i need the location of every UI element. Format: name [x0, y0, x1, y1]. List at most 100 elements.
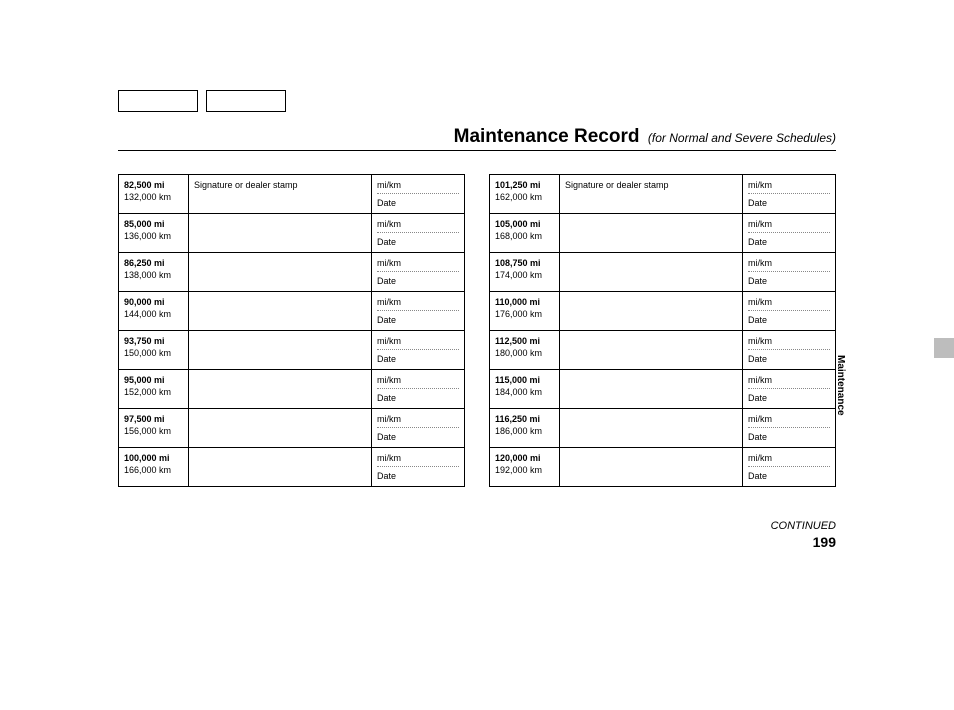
maintenance-table-left: 82,500 mi132,000 kmSignature or dealer s…	[118, 174, 465, 487]
dotted-line	[377, 232, 459, 233]
interval-cell: 90,000 mi144,000 km	[119, 292, 189, 330]
interval-cell: 105,000 mi168,000 km	[490, 214, 560, 252]
interval-cell: 93,750 mi150,000 km	[119, 331, 189, 369]
record-row: 108,750 mi174,000 kmmi/kmDate	[490, 253, 835, 292]
record-row: 110,000 mi176,000 kmmi/kmDate	[490, 292, 835, 331]
stamp-cell	[560, 214, 743, 252]
dotted-line	[377, 310, 459, 311]
dotted-line	[748, 232, 830, 233]
entry-cell: mi/km Date	[743, 214, 835, 252]
interval-km: 174,000 km	[495, 269, 554, 281]
interval-km: 150,000 km	[124, 347, 183, 359]
stamp-cell	[560, 253, 743, 291]
interval-cell: 108,750 mi174,000 km	[490, 253, 560, 291]
interval-km: 152,000 km	[124, 386, 183, 398]
continued-label: CONTINUED	[771, 520, 836, 532]
page-number: 199	[771, 534, 836, 550]
interval-km: 136,000 km	[124, 230, 183, 242]
record-row: 86,250 mi138,000 kmmi/kmDate	[119, 253, 464, 292]
stamp-cell	[560, 331, 743, 369]
date-label: Date	[377, 353, 459, 365]
record-row: 105,000 mi168,000 km mi/km Date	[490, 214, 835, 253]
mi-km-label: mi/km	[377, 374, 459, 386]
stamp-cell: Signature or dealer stamp	[189, 175, 372, 213]
interval-km: 144,000 km	[124, 308, 183, 320]
stamp-cell	[560, 292, 743, 330]
interval-miles: 93,750 mi	[124, 335, 183, 347]
record-row: 93,750 mi150,000 kmmi/kmDate	[119, 331, 464, 370]
entry-cell: mi/kmDate	[743, 409, 835, 447]
interval-km: 184,000 km	[495, 386, 554, 398]
interval-miles: 120,000 mi	[495, 452, 554, 464]
stamp-header-label: Signature or dealer stamp	[194, 179, 366, 191]
dotted-line	[748, 427, 830, 428]
entry-cell: mi/kmDate	[743, 175, 835, 213]
date-label: Date	[748, 275, 830, 287]
interval-miles: 112,500 mi	[495, 335, 554, 347]
entry-cell: mi/km Date	[743, 331, 835, 369]
stamp-cell	[189, 331, 372, 369]
date-label: Date	[748, 236, 830, 248]
record-row: 82,500 mi132,000 kmSignature or dealer s…	[119, 175, 464, 214]
interval-miles: 85,000 mi	[124, 218, 183, 230]
dotted-line	[748, 271, 830, 272]
mi-km-label: mi/km	[748, 179, 830, 191]
mi-km-label: mi/km	[377, 179, 459, 191]
date-label: Date	[377, 470, 459, 482]
heading-rule	[118, 150, 836, 151]
top-box-2	[206, 90, 286, 112]
interval-km: 168,000 km	[495, 230, 554, 242]
stamp-cell	[560, 448, 743, 486]
mi-km-label: mi/km	[748, 218, 830, 230]
record-row: 120,000 mi192,000 kmmi/kmDate	[490, 448, 835, 487]
stamp-cell: Signature or dealer stamp	[560, 175, 743, 213]
stamp-cell	[189, 409, 372, 447]
mi-km-label: mi/km	[377, 218, 459, 230]
mi-km-label: mi/km	[748, 335, 830, 347]
dotted-line	[748, 349, 830, 350]
record-row: 95,000 mi152,000 km mi/km Date	[119, 370, 464, 409]
interval-miles: 105,000 mi	[495, 218, 554, 230]
page-heading: Maintenance Record (for Normal and Sever…	[454, 126, 836, 148]
interval-cell: 120,000 mi192,000 km	[490, 448, 560, 486]
entry-cell: mi/kmDate	[372, 292, 464, 330]
stamp-cell	[560, 409, 743, 447]
record-row: 85,000 mi136,000 kmmi/kmDate	[119, 214, 464, 253]
interval-cell: 116,250 mi186,000 km	[490, 409, 560, 447]
dotted-line	[748, 310, 830, 311]
entry-cell: mi/km Date	[372, 253, 464, 291]
date-label: Date	[748, 353, 830, 365]
record-row: 100,000 mi166,000 kmmi/kmDate	[119, 448, 464, 487]
date-label: Date	[377, 392, 459, 404]
dotted-line	[377, 193, 459, 194]
stamp-header-label: Signature or dealer stamp	[565, 179, 737, 191]
stamp-cell	[189, 448, 372, 486]
maintenance-table-right: 101,250 mi162,000 km Signature or dealer …	[489, 174, 836, 487]
mi-km-label: mi/km	[748, 452, 830, 464]
interval-miles: 108,750 mi	[495, 257, 554, 269]
interval-km: 180,000 km	[495, 347, 554, 359]
mi-km-label: mi/km	[748, 296, 830, 308]
date-label: Date	[377, 275, 459, 287]
interval-cell: 95,000 mi152,000 km	[119, 370, 189, 408]
interval-miles: 95,000 mi	[124, 374, 183, 386]
heading-sub: (for Normal and Severe Schedules)	[648, 131, 836, 145]
date-label: Date	[377, 197, 459, 209]
mi-km-label: mi/km	[377, 452, 459, 464]
date-label: Date	[748, 392, 830, 404]
mi-km-label: mi/km	[377, 257, 459, 269]
interval-miles: 86,250 mi	[124, 257, 183, 269]
interval-miles: 116,250 mi	[495, 413, 554, 425]
record-row: 112,500 mi180,000 km mi/km Date	[490, 331, 835, 370]
interval-km: 162,000 km	[495, 191, 554, 203]
interval-cell: 85,000 mi136,000 km	[119, 214, 189, 252]
interval-km: 176,000 km	[495, 308, 554, 320]
mi-km-label: mi/km	[377, 296, 459, 308]
stamp-cell	[189, 292, 372, 330]
interval-cell: 101,250 mi162,000 km	[490, 175, 560, 213]
date-label: Date	[748, 314, 830, 326]
record-row: 97,500 mi156,000 kmmi/kmDate	[119, 409, 464, 448]
heading-main: Maintenance Record	[454, 126, 640, 147]
entry-cell: mi/km Date	[372, 175, 464, 213]
stamp-cell	[189, 214, 372, 252]
